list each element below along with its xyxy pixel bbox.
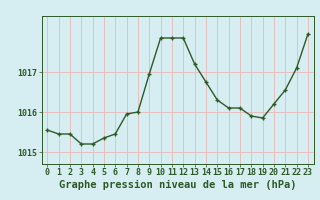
X-axis label: Graphe pression niveau de la mer (hPa): Graphe pression niveau de la mer (hPa) bbox=[59, 180, 296, 190]
